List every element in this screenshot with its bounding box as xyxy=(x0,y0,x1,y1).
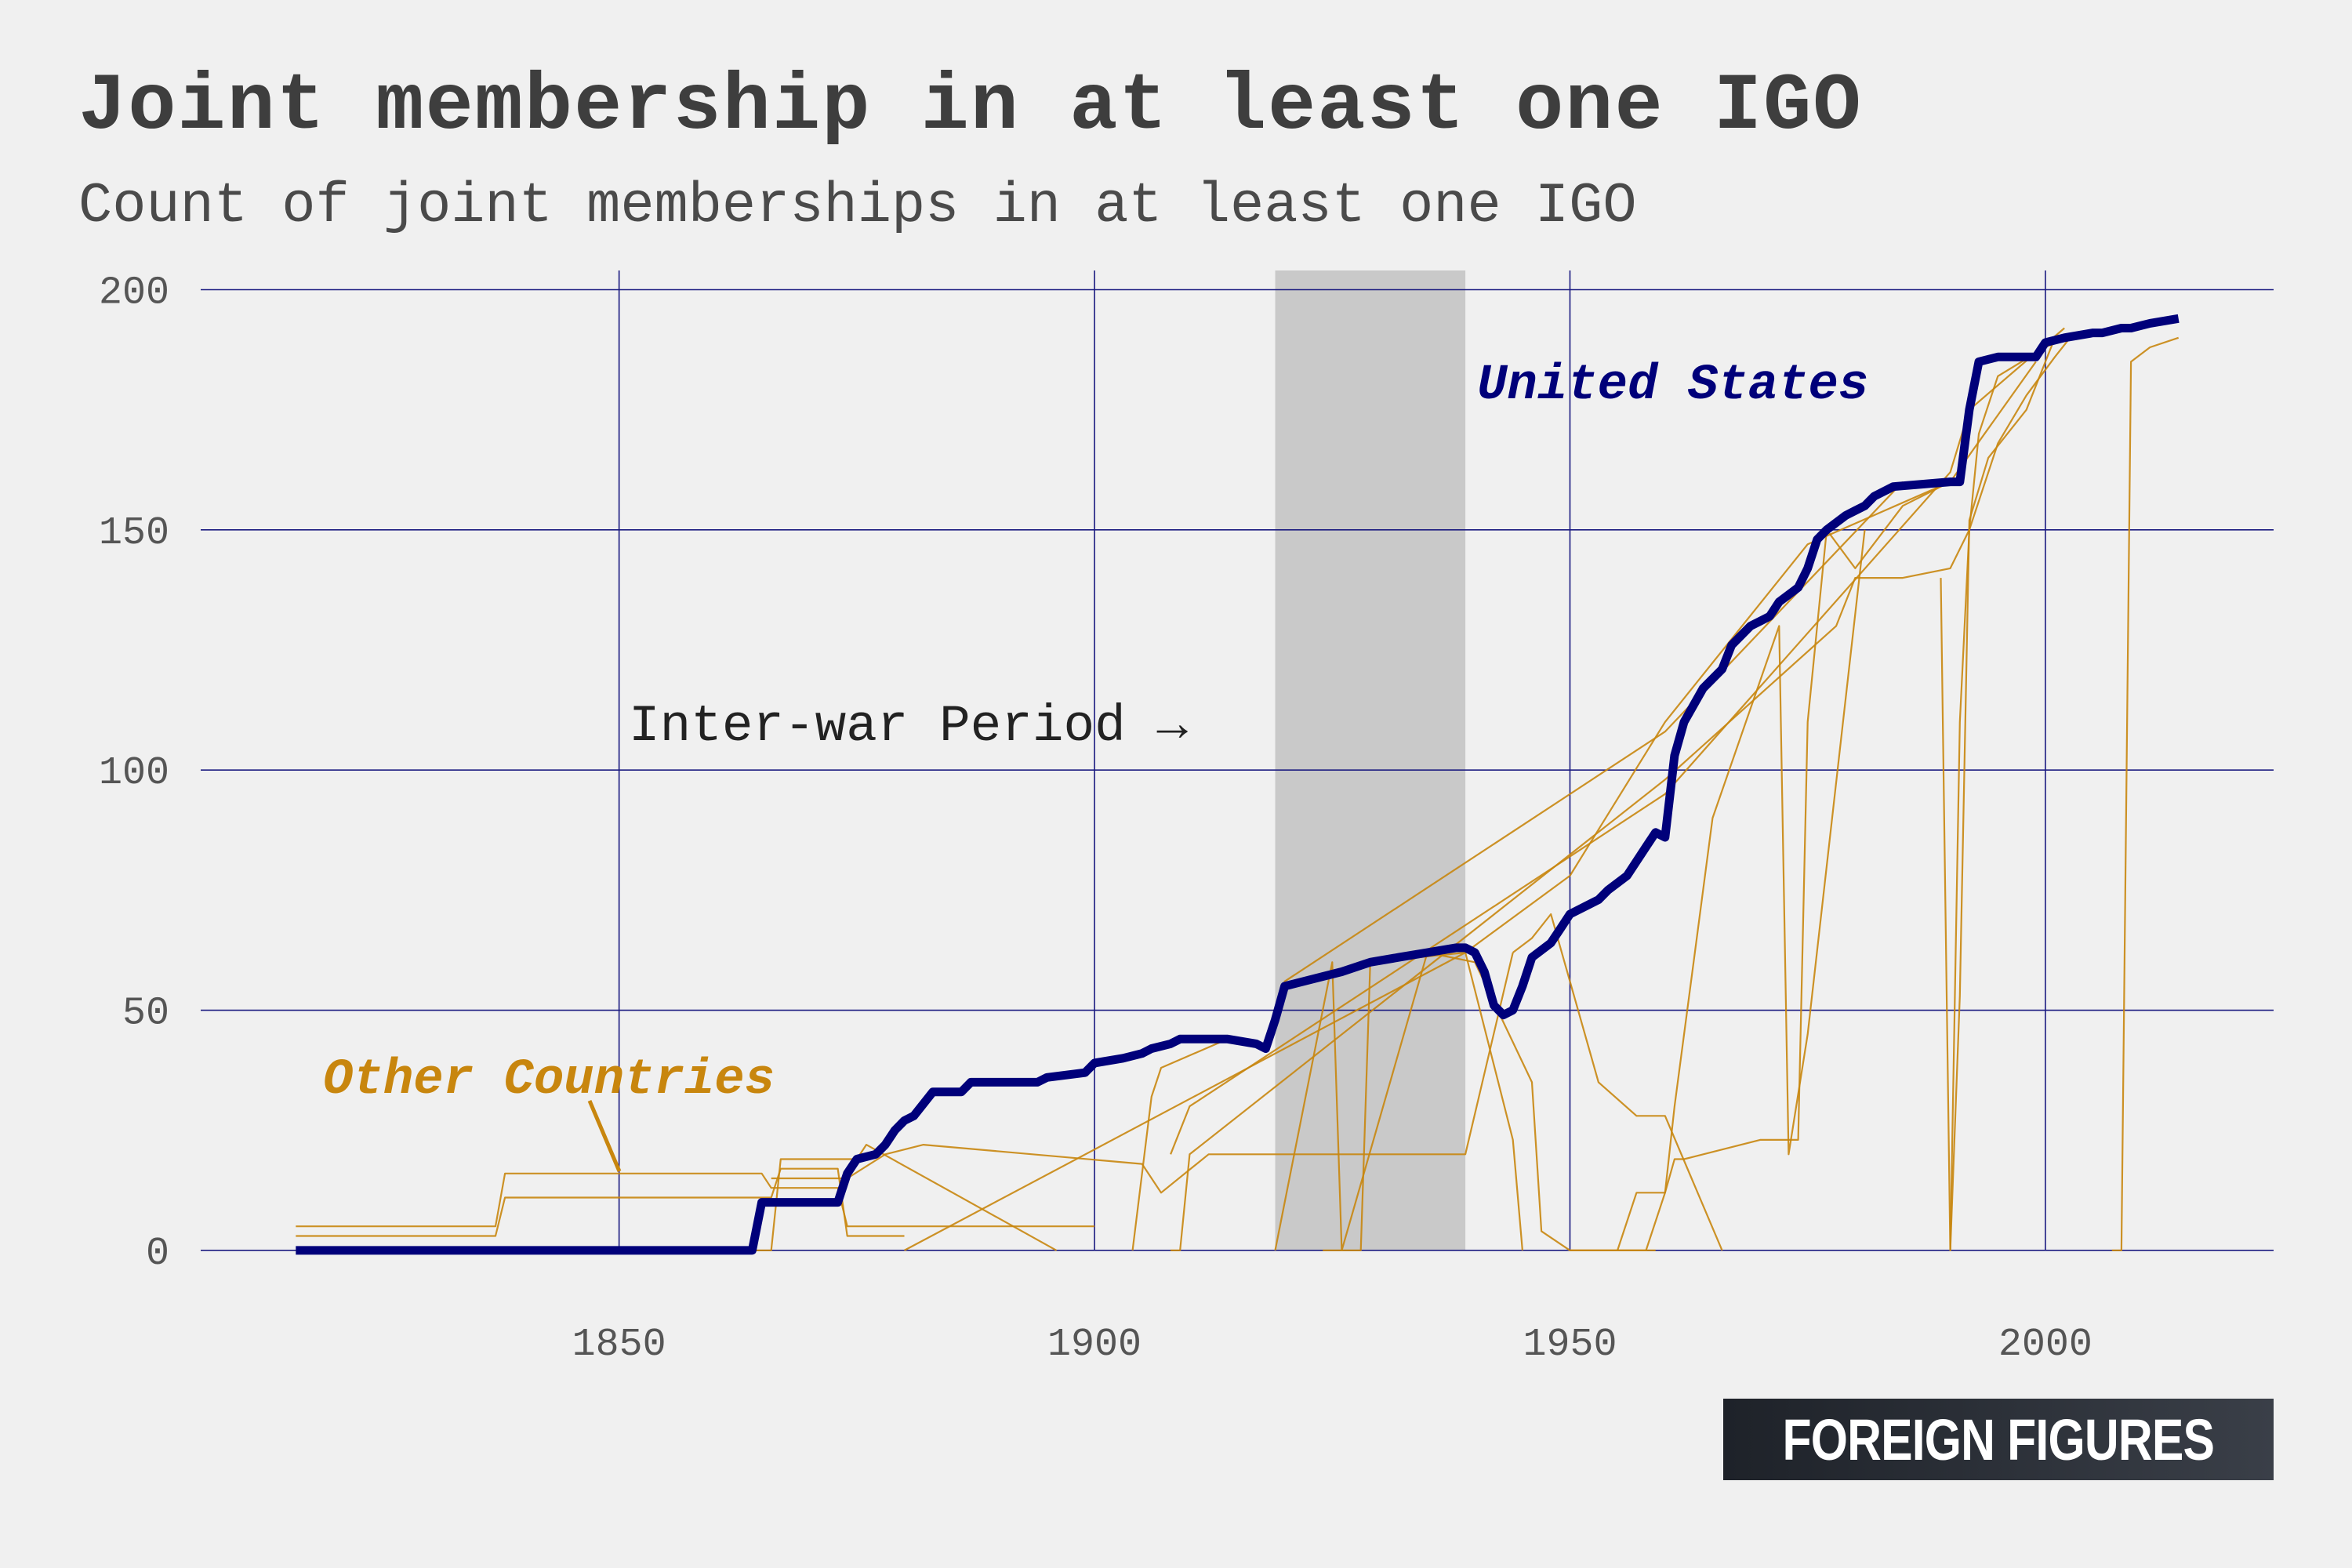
foreign-figures-logo: FOREIGN FIGURES xyxy=(1723,1399,2274,1480)
chart-title: Joint membership in at least one IGO xyxy=(78,61,1863,152)
y-tick-label: 50 xyxy=(122,992,169,1036)
x-tick-label: 1900 xyxy=(1047,1323,1142,1367)
other-country-series-line xyxy=(296,1172,1095,1228)
other-country-series-line xyxy=(1171,332,2075,1251)
inter-war-period-label: Inter-war Period → xyxy=(629,697,1188,756)
other-countries-label: Other Countries xyxy=(323,1052,775,1109)
x-tick-label: 1950 xyxy=(1523,1323,1617,1367)
other-countries-lines xyxy=(296,327,2180,1251)
chart-subtitle: Count of joint memberships in at least o… xyxy=(78,174,1637,238)
other-country-series-line xyxy=(296,1167,905,1237)
other-country-series-line xyxy=(1512,913,1723,1251)
y-tick-label: 200 xyxy=(99,271,169,316)
axis-tick-labels: 0 50 100 150 200 1850 1900 1950 2000 xyxy=(99,271,2092,1367)
other-country-series-line xyxy=(1170,327,2065,1155)
other-country-series-line xyxy=(903,361,2037,1251)
y-tick-label: 0 xyxy=(146,1232,169,1276)
other-country-series-line xyxy=(1940,337,2056,1251)
x-tick-label: 2000 xyxy=(1998,1323,2092,1367)
other-country-series-line xyxy=(2111,336,2180,1251)
other-country-series-line xyxy=(1617,529,1866,1251)
other-country-series-line xyxy=(1570,481,1951,1251)
other-countries-pointer xyxy=(587,1100,622,1172)
other-country-series-line xyxy=(1949,336,2065,1250)
united-states-line-group xyxy=(296,314,2180,1255)
united-states-label: United States xyxy=(1477,358,1868,414)
other-country-series-line xyxy=(771,952,1514,1194)
y-tick-label: 150 xyxy=(99,511,169,556)
x-tick-label: 1850 xyxy=(572,1323,666,1367)
united-states-series-line xyxy=(296,314,2180,1255)
grid-lines xyxy=(201,270,2274,1251)
y-tick-label: 100 xyxy=(99,751,169,796)
